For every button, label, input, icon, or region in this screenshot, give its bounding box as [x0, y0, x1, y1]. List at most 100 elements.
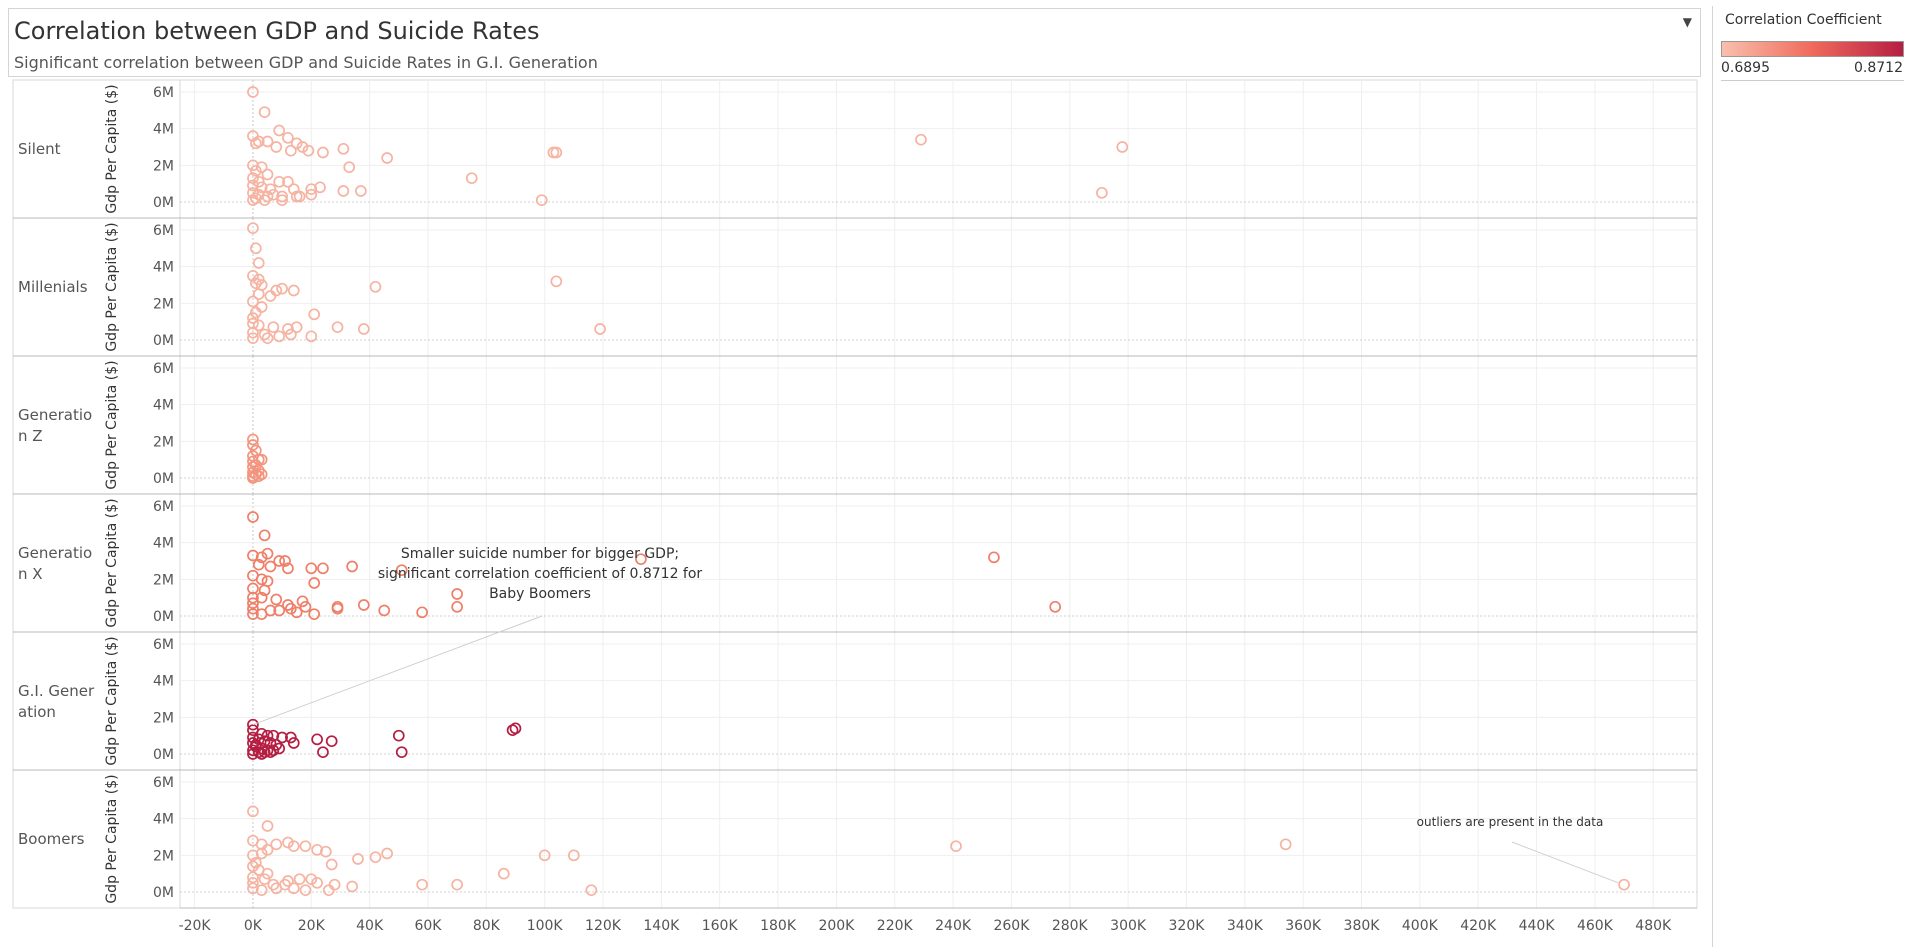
data-point-boomers — [282, 836, 294, 849]
data-point-g-i-generation — [285, 731, 297, 744]
row-label-silent: Silent — [18, 140, 61, 158]
data-point-generation-x — [635, 553, 647, 566]
data-point-silent — [247, 172, 259, 185]
data-point-boomers — [416, 878, 428, 891]
data-point-generation-x — [247, 602, 259, 615]
x-tick-label: 20K — [298, 918, 326, 934]
data-point-generation-z — [252, 470, 265, 483]
data-point-silent — [915, 133, 927, 146]
y-tick-label: 6M — [153, 637, 174, 653]
data-point-generation-x — [331, 602, 344, 615]
y-tick-label: 4M — [153, 812, 174, 828]
y-tick-label: 2M — [153, 158, 174, 174]
data-point-boomers — [328, 878, 341, 891]
data-point-boomers — [255, 884, 268, 897]
data-point-silent — [273, 124, 286, 137]
data-point-generation-x — [395, 564, 408, 577]
data-point-boomers — [299, 840, 312, 853]
legend-divider — [1721, 80, 1904, 81]
data-point-generation-x — [261, 547, 274, 560]
data-point-millenials — [250, 306, 262, 319]
x-tick-label: 280K — [1052, 918, 1089, 934]
x-tick-label: 140K — [643, 918, 680, 934]
x-tick-label: 460K — [1577, 918, 1614, 934]
data-point-silent — [1096, 186, 1108, 199]
data-point-generation-x — [317, 562, 329, 575]
data-point-boomers — [381, 847, 393, 860]
data-point-generation-x — [451, 588, 463, 600]
data-point-generation-x — [279, 555, 291, 567]
data-point-generation-x — [285, 602, 297, 615]
data-point-millenials — [247, 326, 259, 339]
x-tick-label: 180K — [760, 918, 797, 934]
data-point-silent — [255, 161, 268, 174]
data-point-millenials — [276, 282, 288, 295]
data-point-g-i-generation — [317, 746, 329, 759]
data-point-generation-x — [1049, 600, 1062, 613]
y-tick-label: 0M — [153, 885, 174, 901]
annotation-leader-line — [252, 615, 543, 726]
data-point-millenials — [247, 312, 259, 324]
y-tick-label: 4M — [153, 260, 174, 276]
y-axis-title: Gdp Per Capita ($) — [104, 222, 120, 351]
chevron-down-icon[interactable]: ▼ — [1682, 15, 1692, 29]
x-tick-label: 380K — [1344, 918, 1381, 934]
data-point-generation-x — [282, 562, 294, 575]
scatter-chart: 0M 2M 4M 6M Silent Gdp Per Capita ($) 0M 2M 4M 6M… — [12, 79, 1698, 934]
data-point-generation-x — [308, 577, 321, 589]
data-point-millenials — [357, 323, 370, 335]
x-tick-label: 220K — [877, 918, 914, 934]
data-point-silent — [1116, 141, 1129, 153]
data-point-millenials — [287, 284, 300, 297]
data-point-g-i-generation — [250, 738, 262, 751]
data-point-silent — [276, 194, 288, 207]
data-point-generation-x — [255, 608, 268, 621]
annotation-leader-line — [1511, 841, 1619, 884]
y-tick-label: 6M — [153, 361, 174, 377]
data-point-generation-x — [247, 591, 259, 604]
data-point-g-i-generation — [255, 748, 268, 760]
data-point-g-i-generation — [509, 722, 522, 735]
y-tick-label: 2M — [153, 572, 174, 588]
data-point-generation-x — [378, 604, 391, 617]
y-axis-title: Gdp Per Capita ($) — [104, 636, 120, 765]
data-point-generation-x — [258, 584, 271, 597]
y-axis-title: Gdp Per Capita ($) — [104, 498, 120, 627]
data-point-silent — [381, 152, 393, 164]
data-point-millenials — [247, 269, 259, 282]
x-tick-label: 320K — [1169, 918, 1206, 934]
data-point-generation-x — [255, 591, 268, 604]
data-point-silent — [247, 86, 259, 98]
data-point-silent — [270, 141, 283, 153]
data-point-generation-x — [296, 595, 309, 608]
data-point-generation-x — [258, 529, 271, 542]
row-label-generation-x: Generatio — [18, 544, 92, 562]
legend-max-label: 0.8712 — [1854, 60, 1903, 76]
title-panel: Correlation between GDP and Suicide Rate… — [8, 8, 1701, 77]
data-point-boomers — [247, 876, 259, 889]
data-point-silent — [282, 131, 294, 144]
data-point-boomers — [261, 843, 274, 856]
data-point-generation-x — [988, 551, 1000, 564]
data-point-millenials — [273, 330, 286, 343]
y-axis-title: Gdp Per Capita ($) — [104, 360, 120, 489]
data-point-g-i-generation — [395, 746, 408, 759]
data-point-generation-x — [273, 555, 286, 567]
data-point-boomers — [320, 845, 332, 858]
data-point-boomers — [1618, 878, 1630, 891]
data-point-generation-x — [299, 600, 312, 613]
y-tick-label: 4M — [153, 674, 174, 690]
data-point-silent — [261, 135, 274, 148]
data-point-millenials — [285, 328, 297, 341]
data-point-generation-x — [255, 573, 268, 586]
data-point-generation-x — [247, 511, 259, 523]
data-point-generation-x — [305, 562, 318, 575]
data-point-generation-z — [247, 433, 259, 446]
x-tick-label: 420K — [1460, 918, 1497, 934]
x-tick-label: 80K — [473, 918, 501, 934]
data-point-generation-x — [308, 608, 321, 621]
x-tick-label: 60K — [414, 918, 442, 934]
data-point-boomers — [247, 871, 259, 884]
data-point-generation-z — [247, 439, 259, 451]
data-point-millenials — [594, 323, 606, 335]
